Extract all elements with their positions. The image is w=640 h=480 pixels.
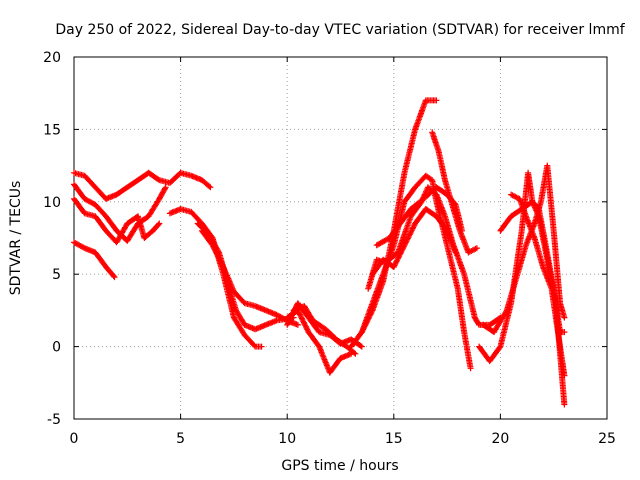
series-markers xyxy=(71,195,163,246)
series-markers xyxy=(365,184,504,328)
x-tick-label: 15 xyxy=(385,431,403,447)
series-markers xyxy=(358,97,440,336)
data-series xyxy=(71,97,568,408)
series-track-4 xyxy=(71,239,118,281)
series-markers xyxy=(71,239,118,281)
series-track-20 xyxy=(508,191,568,379)
series-track-1 xyxy=(71,169,214,202)
chart-title: Day 250 of 2022, Sidereal Day-to-day VTE… xyxy=(55,22,625,38)
y-tick-label: -5 xyxy=(47,412,61,428)
series-markers xyxy=(290,303,359,357)
series-track-7 xyxy=(198,227,301,328)
series-markers xyxy=(508,191,568,379)
y-tick-label: 0 xyxy=(52,340,61,356)
y-tick-label: 20 xyxy=(43,50,61,66)
series-markers xyxy=(71,181,169,244)
series-markers xyxy=(71,169,214,202)
series-markers xyxy=(429,129,480,256)
series-track-12 xyxy=(358,97,440,336)
x-tick-label: 25 xyxy=(598,431,616,447)
y-tick-label: 15 xyxy=(43,122,61,138)
series-markers xyxy=(369,206,459,278)
x-tick-label: 0 xyxy=(70,431,79,447)
x-tick-label: 10 xyxy=(278,431,296,447)
series-track-3 xyxy=(71,195,163,246)
series-markers xyxy=(198,227,301,328)
y-tick-label: 10 xyxy=(43,195,61,211)
x-axis-label: GPS time / hours xyxy=(281,458,398,474)
series-track-16 xyxy=(429,129,480,256)
y-tick-label: 5 xyxy=(52,267,61,283)
series-track-18 xyxy=(480,162,568,336)
plot-frame xyxy=(73,56,608,420)
y-axis-label: SDTVAR / TECUs xyxy=(8,181,24,296)
x-tick-label: 20 xyxy=(491,431,509,447)
series-track-2 xyxy=(71,181,169,244)
series-track-13 xyxy=(365,184,504,328)
series-track-10 xyxy=(290,303,359,357)
series-track-14 xyxy=(369,206,459,278)
series-markers xyxy=(480,162,568,336)
axis-ticks: 0 5 10 15 20 25 -5 0 5 10 15 20 xyxy=(43,50,616,447)
x-tick-label: 5 xyxy=(176,431,185,447)
